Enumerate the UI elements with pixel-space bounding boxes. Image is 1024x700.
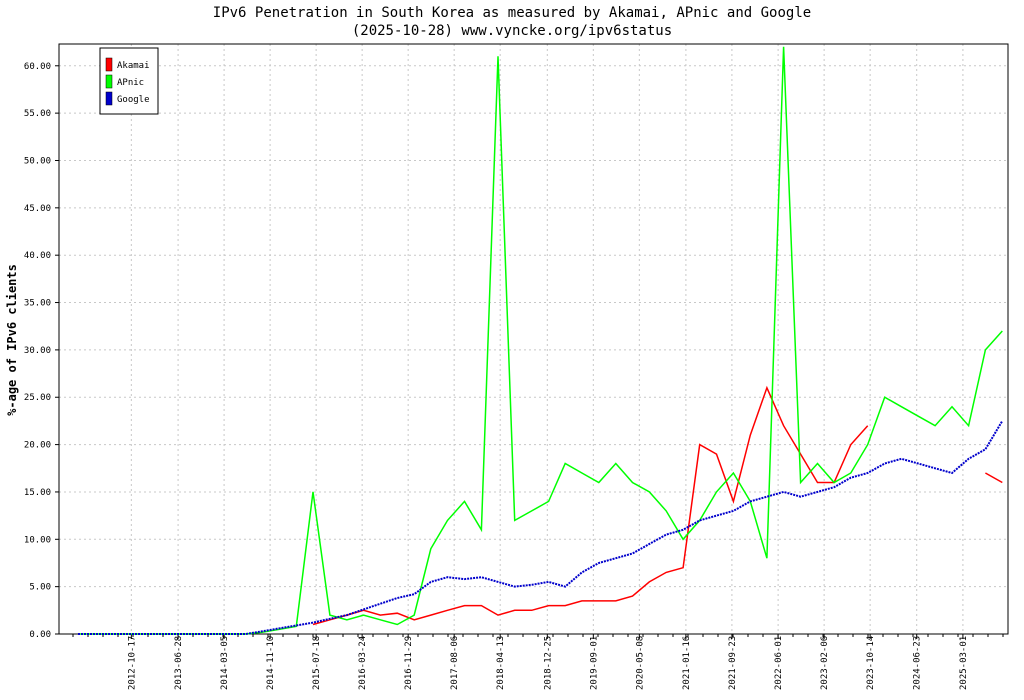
y-tick-label: 5.00 [29, 583, 51, 593]
x-tick-label: 2014-11-10 [266, 636, 276, 690]
x-tick-label: 2016-11-29 [404, 636, 414, 690]
legend-label: Google [117, 95, 150, 105]
x-tick-label: 2020-05-08 [635, 636, 645, 690]
x-tick-label: 2013-06-28 [174, 636, 184, 690]
y-tick-label: 15.00 [24, 488, 51, 498]
series-line [78, 420, 1004, 635]
x-tick-label: 2016-03-24 [358, 636, 368, 690]
chart-subtitle: (2025-10-28) www.vyncke.org/ipv6status [352, 23, 672, 39]
y-tick-label: 40.00 [24, 251, 51, 261]
x-tick-label: 2014-03-05 [220, 636, 230, 690]
x-tick-label: 2021-01-16 [682, 636, 692, 690]
y-tick-label: 60.00 [24, 62, 51, 72]
legend-swatch [105, 57, 113, 72]
legend-swatch [105, 91, 113, 106]
y-tick-label: 50.00 [24, 156, 51, 166]
x-tick-label: 2017-08-06 [450, 636, 460, 690]
chart-title: IPv6 Penetration in South Korea as measu… [213, 5, 811, 21]
x-tick-label: 2023-02-06 [820, 636, 830, 690]
x-tick-label: 2022-06-01 [774, 636, 784, 690]
x-tick-label: 2012-10-17 [127, 636, 137, 690]
y-tick-label: 10.00 [24, 535, 51, 545]
series-line [312, 385, 1003, 626]
x-tick-label: 2023-10-14 [866, 636, 876, 690]
legend-swatch [105, 74, 113, 89]
x-tick-label: 2019-09-01 [589, 636, 599, 690]
y-tick-label: 30.00 [24, 346, 51, 356]
y-tick-label: 0.00 [29, 630, 51, 640]
legend-label: APnic [117, 78, 144, 88]
y-axis-label: %-age of IPv6 clients [5, 264, 19, 416]
x-tick-label: 2025-03-01 [959, 636, 969, 690]
y-tick-label: 55.00 [24, 109, 51, 119]
y-tick-label: 45.00 [24, 204, 51, 214]
y-tick-label: 25.00 [24, 393, 51, 403]
series-line [78, 46, 1003, 635]
legend-label: Akamai [117, 61, 150, 71]
plot-frame [58, 43, 1009, 635]
y-tick-label: 20.00 [24, 441, 51, 451]
x-tick-label: 2018-04-13 [496, 636, 506, 690]
y-tick-label: 35.00 [24, 299, 51, 309]
x-tick-label: 2015-07-18 [312, 636, 322, 690]
x-tick-label: 2018-12-25 [543, 636, 553, 690]
x-tick-label: 2021-09-23 [728, 636, 738, 690]
legend: Akamai APnic Google [99, 47, 159, 115]
x-tick-label: 2024-06-23 [913, 636, 923, 690]
